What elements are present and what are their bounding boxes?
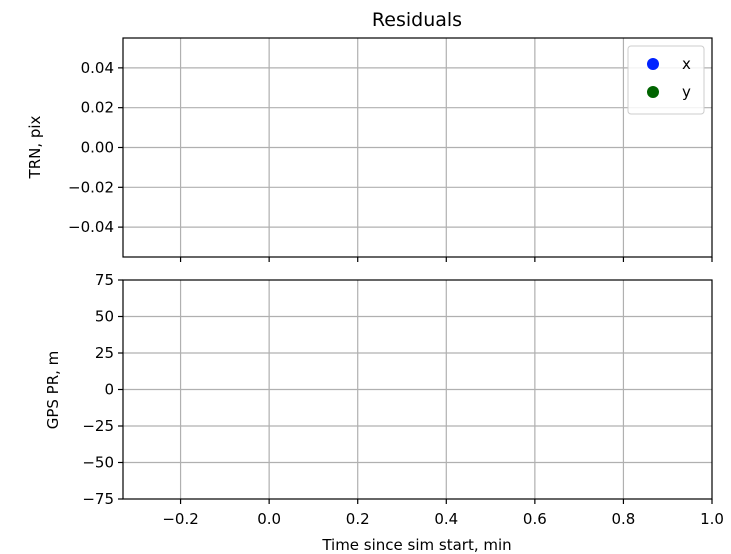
legend-marker-y: [647, 86, 659, 98]
legend-marker-x: [647, 58, 659, 70]
legend-frame: [627, 45, 705, 115]
gps-pr-y-axis-label: GPS PR, m: [44, 351, 62, 430]
x-tick-label: 0.6: [523, 510, 547, 528]
gps-pr-y-tick-label: −50: [82, 454, 114, 472]
gps-pr-y-tick-label: −25: [82, 417, 114, 435]
gps-pr-y-tick-label: 75: [95, 271, 114, 289]
x-axis-label: Time since sim start, min: [321, 536, 511, 554]
trn-y-tick-label: −0.04: [68, 218, 114, 236]
gps-pr-y-tick-label: 25: [95, 344, 114, 362]
legend-label-y: y: [682, 83, 691, 101]
gps-pr-residuals-panel: −0.2 0.0 0.2 0.4 0.6 0.8 1.0 75 50 25 0 −25 −50 −75 GP…: [44, 271, 724, 528]
gps-pr-y-tick-label: −75: [82, 490, 114, 508]
trn-y-tick-label: 0.04: [81, 59, 114, 77]
trn-y-axis-label: TRN, pix: [26, 115, 44, 179]
x-tick-label: 0.0: [257, 510, 281, 528]
trn-y-tick-label: 0.02: [81, 99, 114, 117]
x-tick-label: 1.0: [700, 510, 724, 528]
trn-residuals-panel: 0.04 0.02 0.00 −0.02 −0.04 TRN, pix xy: [26, 37, 713, 262]
legend: xy: [627, 45, 705, 115]
gps-pr-y-tick-label: 50: [95, 308, 114, 326]
x-tick-label: 0.8: [611, 510, 635, 528]
x-tick-label: −0.2: [162, 510, 198, 528]
trn-y-tick-label: −0.02: [68, 178, 114, 196]
legend-label-x: x: [682, 55, 691, 73]
gps-pr-y-tick-label: 0: [104, 381, 114, 399]
chart-title: Residuals: [372, 9, 462, 31]
x-tick-label: 0.4: [434, 510, 458, 528]
x-tick-label: 0.2: [346, 510, 370, 528]
trn-y-tick-label: 0.00: [81, 139, 114, 157]
